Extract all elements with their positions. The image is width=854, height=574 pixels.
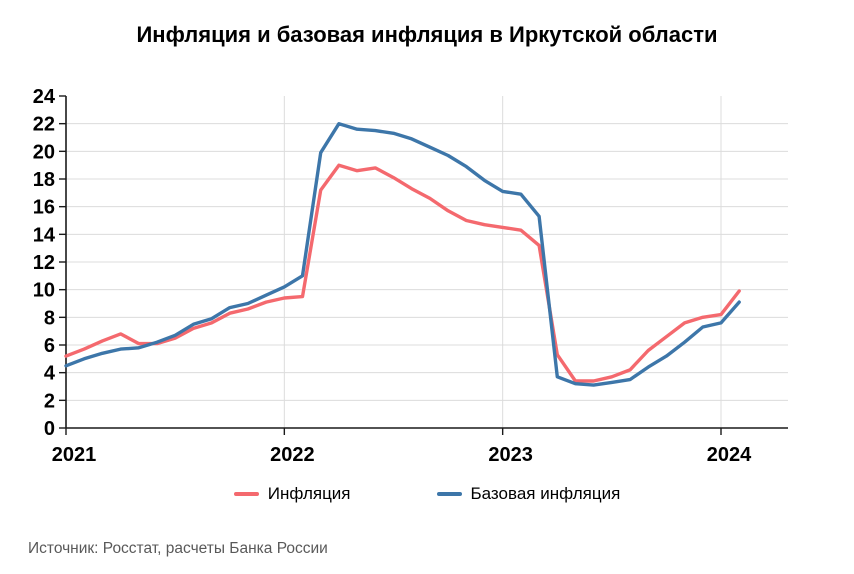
legend-item-inflation: Инфляция [233,484,351,504]
svg-text:10: 10 [33,280,55,302]
svg-text:22: 22 [33,114,55,136]
legend-item-core-inflation: Базовая инфляция [436,484,621,504]
legend-swatch-core-inflation-icon [436,492,462,496]
legend-swatch-inflation-icon [233,492,259,496]
chart-title: Инфляция и базовая инфляция в Иркутской … [136,22,718,47]
svg-text:18: 18 [33,169,55,191]
svg-text:2: 2 [44,390,55,412]
legend-label-inflation: Инфляция [267,484,351,503]
source-note: Источник: Росстат, расчеты Банка России [28,540,328,557]
svg-text:24: 24 [33,86,56,108]
svg-text:16: 16 [33,197,55,219]
svg-text:4: 4 [44,363,56,385]
svg-text:2023: 2023 [488,444,533,466]
line-chart: 0 2 4 6 8 10 12 14 16 18 20 22 24 2021 2022 2023 2024 [33,86,788,466]
svg-text:0: 0 [44,418,55,440]
svg-text:2021: 2021 [52,444,97,466]
svg-text:2022: 2022 [270,444,315,466]
svg-text:2024: 2024 [707,444,752,466]
chart-legend: Инфляция Базовая инфляция [0,484,854,504]
svg-text:12: 12 [33,252,55,274]
svg-text:14: 14 [33,224,56,246]
svg-text:20: 20 [33,141,55,163]
svg-text:8: 8 [44,307,55,329]
legend-label-core-inflation: Базовая инфляция [470,484,621,503]
svg-text:6: 6 [44,335,55,357]
